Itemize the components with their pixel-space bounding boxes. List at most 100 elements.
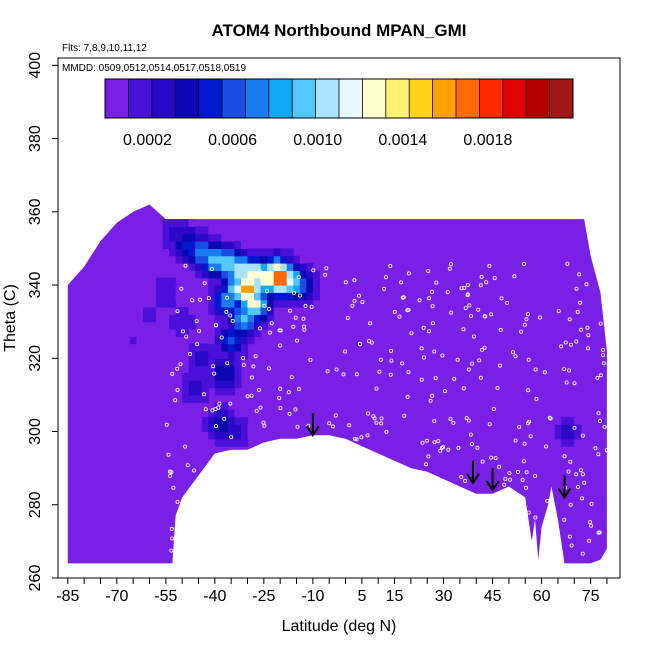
heatmap-cell: [261, 248, 268, 256]
heatmap-cell: [241, 285, 248, 293]
heatmap-cell: [163, 227, 170, 235]
heatmap-cell: [215, 270, 222, 278]
heatmap-cell: [561, 424, 568, 432]
heatmap-cell: [555, 417, 562, 425]
heatmap-cell: [241, 322, 248, 330]
heatmap-cell: [182, 314, 189, 322]
heatmap-cell: [150, 292, 157, 300]
heatmap-cell: [234, 322, 241, 330]
heatmap-cell: [306, 285, 313, 293]
heatmap-cell: [261, 307, 268, 315]
heatmap-cell: [202, 351, 209, 359]
y-tick-label: 320: [27, 345, 44, 372]
heatmap-cell: [267, 248, 274, 256]
heatmap-cell: [150, 285, 157, 293]
heatmap-cell: [195, 380, 202, 388]
heatmap-cell: [306, 278, 313, 286]
heatmap-cell: [221, 248, 228, 256]
x-tick-label: -70: [105, 588, 128, 605]
heatmap-cell: [234, 410, 241, 418]
heatmap-cell: [254, 278, 261, 286]
heatmap-cell: [234, 432, 241, 440]
heatmap-cell: [221, 439, 228, 447]
heatmap-cell: [287, 270, 294, 278]
heatmap-cell: [234, 292, 241, 300]
heatmap-cell: [130, 344, 137, 352]
heatmap-cell: [234, 285, 241, 293]
x-tick-label: -25: [252, 588, 275, 605]
heatmap-cell: [163, 241, 170, 249]
heatmap-cell: [176, 256, 183, 264]
heatmap-cell: [195, 366, 202, 374]
heatmap-cell: [221, 366, 228, 374]
heatmap-cell: [280, 300, 287, 308]
heatmap-cell: [208, 432, 215, 440]
heatmap-cell: [287, 248, 294, 256]
heatmap-cell: [156, 285, 163, 293]
heatmap-cell: [182, 388, 189, 396]
heatmap-cell: [248, 292, 255, 300]
heatmap-cell: [163, 300, 170, 308]
heatmap-cell: [117, 322, 124, 330]
colorbar-swatch: [128, 79, 152, 118]
heatmap-cell: [215, 292, 222, 300]
heatmap-cell: [189, 263, 196, 271]
colorbar-swatch: [199, 79, 223, 118]
heatmap-cell: [195, 373, 202, 381]
heatmap-cell: [130, 329, 137, 337]
heatmap-cell: [215, 439, 222, 447]
x-tick-label: -55: [154, 588, 177, 605]
heatmap-cell: [208, 307, 215, 315]
heatmap-cell: [568, 424, 575, 432]
heatmap-cell: [267, 292, 274, 300]
heatmap-cell: [215, 380, 222, 388]
heatmap-cell: [176, 292, 183, 300]
heatmap-cell: [221, 410, 228, 418]
heatmap-cell: [293, 300, 300, 308]
colorbar-swatch: [292, 79, 316, 118]
heatmap-cell: [561, 439, 568, 447]
heatmap-cell: [228, 380, 235, 388]
heatmap-cell: [234, 300, 241, 308]
heatmap-cell: [300, 285, 307, 293]
heatmap-cell: [280, 278, 287, 286]
heatmap-cell: [189, 380, 196, 388]
heatmap-cell: [280, 270, 287, 278]
heatmap-cell: [228, 344, 235, 352]
heatmap-cell: [215, 307, 222, 315]
heatmap-cell: [254, 307, 261, 315]
x-tick-label: 15: [386, 588, 404, 605]
heatmap-cell: [215, 336, 222, 344]
heatmap-cell: [156, 234, 163, 242]
heatmap-cell: [221, 270, 228, 278]
heatmap-cell: [189, 373, 196, 381]
heatmap-cell: [195, 358, 202, 366]
y-tick-label: 300: [27, 418, 44, 445]
heatmap-cell: [234, 248, 241, 256]
chart-title: ATOM4 Northbound MPAN_GMI: [212, 21, 467, 40]
heatmap-cell: [215, 351, 222, 359]
heatmap-cell: [228, 241, 235, 249]
heatmap-cell: [280, 263, 287, 271]
heatmap-cell: [228, 285, 235, 293]
heatmap-cell: [208, 234, 215, 242]
heatmap-cell: [248, 256, 255, 264]
heatmap-cell: [568, 439, 575, 447]
heatmap-cell: [274, 285, 281, 293]
heatmap-cell: [254, 300, 261, 308]
heatmap-cell: [150, 300, 157, 308]
heatmap-cell: [169, 322, 176, 330]
heatmap-cell: [215, 256, 222, 264]
heatmap-cell: [267, 314, 274, 322]
heatmap-cell: [555, 439, 562, 447]
heatmap-cell: [306, 263, 313, 271]
heatmap-cell: [221, 300, 228, 308]
colorbar-tick-label: 0.0010: [293, 132, 342, 149]
heatmap-cell: [280, 285, 287, 293]
heatmap-cell: [313, 278, 320, 286]
heatmap-cell: [300, 256, 307, 264]
heatmap-cell: [208, 417, 215, 425]
heatmap-cell: [234, 270, 241, 278]
heatmap-cell: [234, 329, 241, 337]
colorbar-swatch: [479, 79, 503, 118]
